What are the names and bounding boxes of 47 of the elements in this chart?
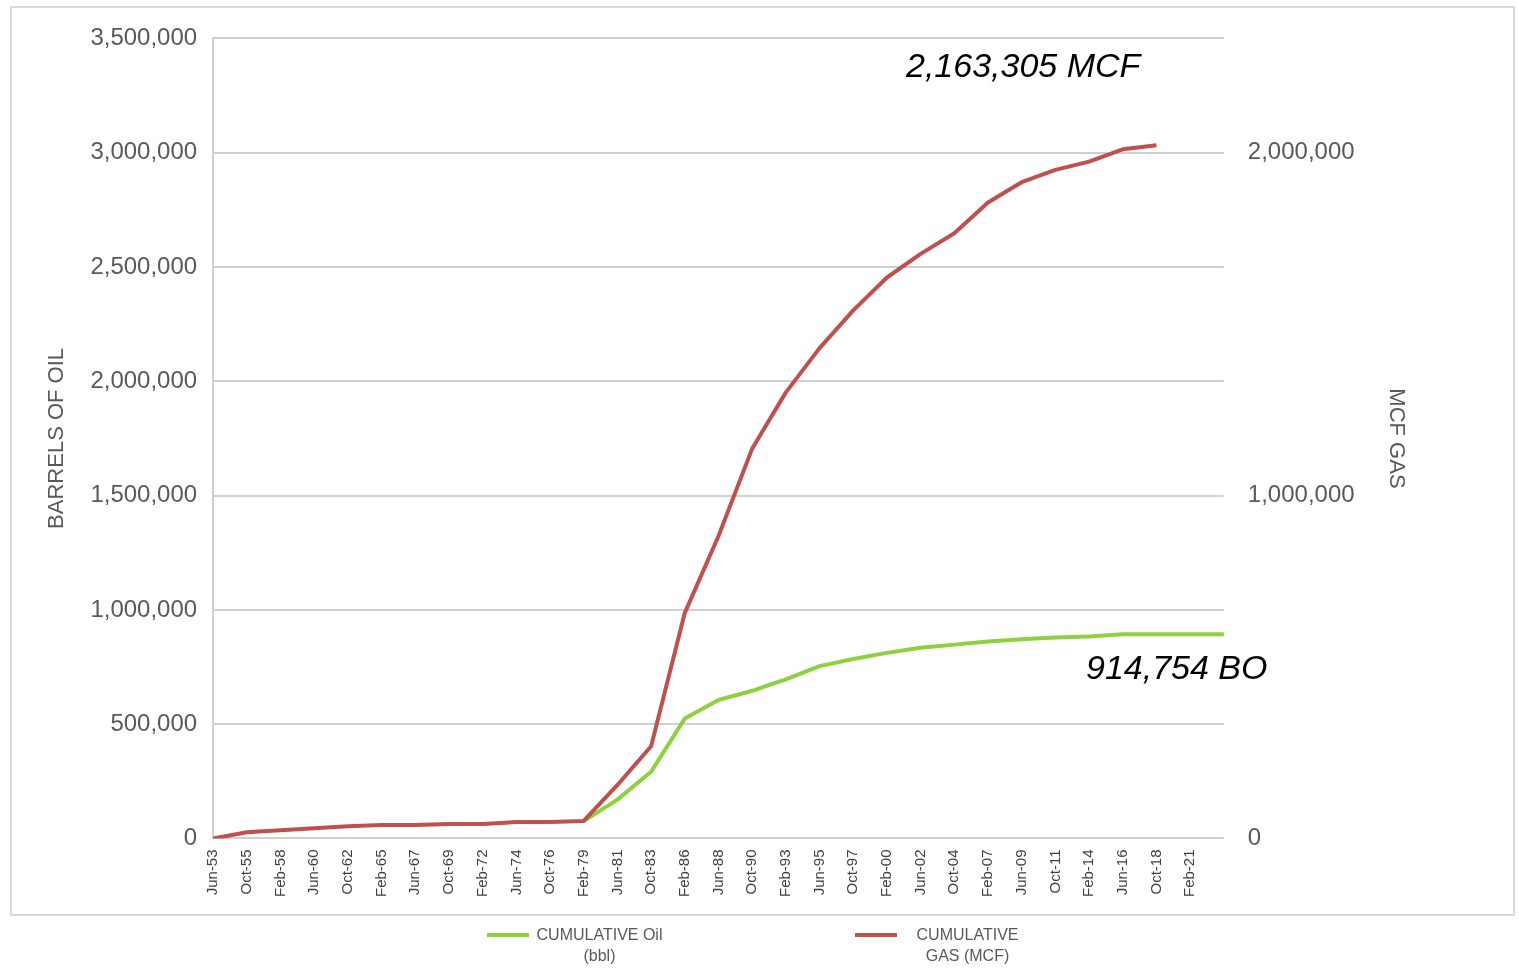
- x-tick-label: Feb-14: [1079, 849, 1097, 897]
- y2-tick-label: 0: [1247, 823, 1262, 851]
- x-tick-label: Feb-86: [674, 849, 692, 897]
- x-tick-label: Oct-97: [843, 849, 861, 895]
- legend-label: CUMULATIVE GAS (MCF): [915, 925, 1020, 966]
- y-tick-label: 1,500,000: [90, 480, 198, 508]
- annotation: 914,754 BO: [1086, 648, 1268, 687]
- annotation: 2,163,305 MCF: [906, 46, 1141, 85]
- y2-axis-title: MCF GAS: [1384, 388, 1410, 489]
- x-tick-label: Feb-21: [1180, 849, 1198, 897]
- x-tick-label: Jun-60: [304, 849, 322, 896]
- x-tick-label: Jun-74: [506, 849, 524, 896]
- y-axis-title: BARRELS OF OIL: [43, 347, 69, 529]
- x-tick-label: Feb-58: [270, 849, 288, 897]
- x-tick-label: Oct-62: [338, 849, 356, 895]
- x-tick-label: Oct-18: [1146, 849, 1164, 895]
- y-tick-label: 2,500,000: [90, 251, 198, 279]
- y-tick-label: 500,000: [110, 708, 198, 736]
- y2-tick-label: 2,000,000: [1247, 137, 1355, 165]
- x-tick-label: Oct-11: [1045, 849, 1063, 894]
- x-tick-label: Feb-93: [776, 849, 794, 897]
- x-tick-label: Jun-53: [203, 849, 221, 896]
- y2-tick-label: 1,000,000: [1247, 480, 1355, 508]
- x-tick-label: Feb-65: [371, 849, 389, 897]
- x-tick-label: Oct-04: [944, 849, 962, 895]
- y-tick-label: 1,000,000: [90, 594, 198, 622]
- x-tick-label: Oct-90: [742, 849, 760, 895]
- x-tick-label: Jun-16: [1112, 849, 1130, 896]
- x-tick-label: Oct-55: [237, 849, 254, 895]
- x-tick-label: Jun-02: [910, 849, 928, 896]
- x-tick-label: Jun-81: [607, 849, 625, 896]
- legend-label: CUMULATIVE Oil (bbl): [535, 925, 664, 966]
- y-tick-label: 3,000,000: [90, 137, 198, 165]
- x-tick-label: Jun-95: [809, 849, 827, 896]
- x-tick-label: Oct-69: [439, 849, 457, 895]
- x-tick-label: Oct-83: [641, 849, 659, 895]
- x-tick-label: Jun-67: [405, 849, 423, 896]
- y-tick-label: 2,000,000: [90, 365, 198, 393]
- y-tick-label: 3,500,000: [90, 23, 198, 51]
- x-tick-label: Oct-76: [540, 849, 558, 895]
- x-tick-label: Feb-00: [877, 849, 895, 897]
- x-tick-label: Feb-79: [573, 849, 591, 897]
- x-tick-label: Jun-88: [708, 849, 726, 896]
- x-tick-label: Feb-72: [472, 849, 490, 897]
- x-tick-label: Feb-07: [978, 849, 996, 897]
- y-tick-label: 0: [183, 823, 198, 851]
- x-tick-label: Jun-09: [1011, 849, 1029, 896]
